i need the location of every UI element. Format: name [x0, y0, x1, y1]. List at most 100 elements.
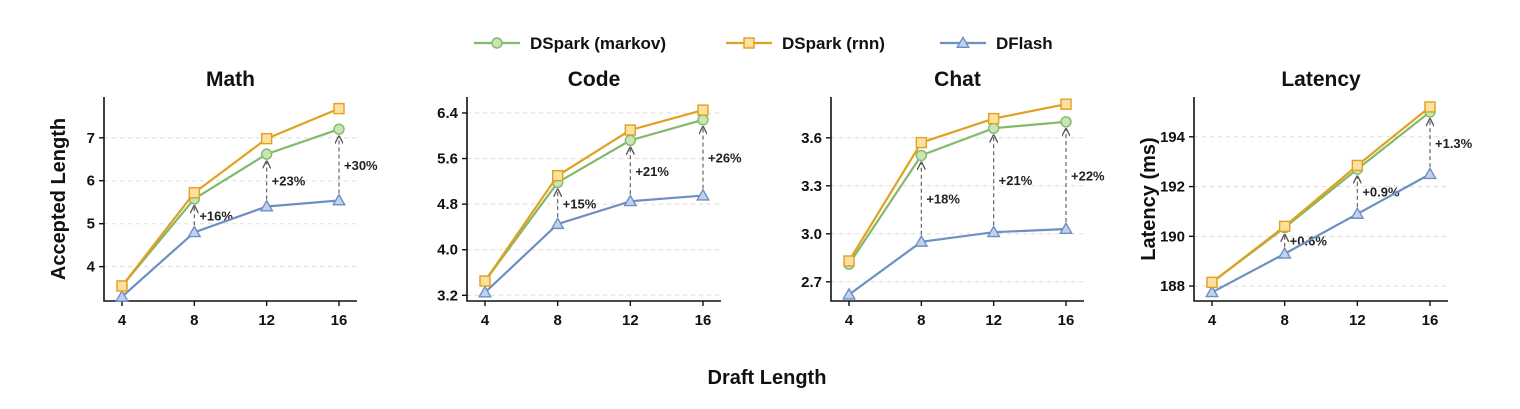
data-point-dflash [696, 188, 710, 201]
series-line-dflash [848, 227, 1067, 296]
data-point-dspark-rnn [1278, 220, 1291, 233]
improvement-label: +0.9% [1362, 185, 1400, 200]
series-line-dflash [484, 194, 704, 294]
improvement-label: +21% [635, 164, 669, 179]
improvement-label: +26% [708, 151, 742, 166]
improvement-label: +30% [344, 158, 378, 173]
data-point-dflash [1277, 246, 1292, 259]
legend-square-marker [743, 37, 755, 49]
y-tick-label: 2.7 [801, 274, 822, 291]
data-point-dspark-markov [1060, 116, 1072, 128]
data-point-dflash [332, 193, 346, 206]
data-point-dspark-rnn [551, 169, 564, 182]
data-point-dflash [1350, 206, 1365, 219]
data-point-dspark-markov [987, 122, 1000, 134]
series-line-dflash [121, 199, 340, 298]
panel-math: Math 4 5 6 7 4 8 12 16 Accepted Length +16% +23% +30… [48, 68, 378, 329]
y-tick-label: 5.6 [437, 151, 458, 168]
panel-code: Code 3.2 4.0 4.8 5.6 6.4 4 8 12 16 +15% +21% +26% [437, 68, 742, 329]
x-tick-label: 4 [481, 312, 490, 329]
x-tick-label: 16 [695, 312, 712, 329]
y-tick-label: 3.2 [437, 287, 458, 304]
series-line-dspark-rnn [121, 107, 340, 287]
data-point-dspark-rnn [915, 136, 928, 149]
y-tick-label: 4.8 [437, 196, 458, 213]
legend-label: DSpark (rnn) [782, 34, 885, 53]
axis-spines [103, 97, 357, 302]
data-point-dspark-markov [915, 149, 928, 162]
y-tick-label: 194 [1160, 129, 1186, 146]
y-tick-label: 4 [87, 259, 96, 276]
axis-spines [1193, 97, 1448, 302]
x-tick-label: 12 [1349, 312, 1366, 329]
y-tick-label: 4.0 [437, 242, 458, 259]
improvement-label: +16% [199, 209, 233, 224]
panel-title: Code [568, 68, 621, 91]
x-tick-label: 12 [985, 312, 1002, 329]
x-tick-label: 4 [845, 312, 854, 329]
data-point-dspark-rnn [1351, 159, 1364, 172]
data-point-dspark-rnn [697, 104, 709, 116]
legend-circle-marker [491, 37, 503, 49]
series-line-dflash [1211, 173, 1431, 294]
x-tick-label: 16 [1058, 312, 1075, 329]
x-tick-label: 4 [118, 312, 127, 329]
data-point-dspark-rnn [987, 112, 1000, 125]
data-point-dflash [187, 225, 202, 238]
y-tick-label: 5 [87, 216, 95, 233]
panel-latency: Latency 188 190 192 194 4 8 12 16 Latency (ms) +0.… [1138, 68, 1473, 329]
x-tick-label: 16 [1422, 312, 1439, 329]
x-tick-label: 8 [190, 312, 198, 329]
y-tick-label: 6 [87, 173, 95, 190]
data-point-dspark-rnn [479, 275, 491, 287]
data-point-dspark-rnn [260, 132, 273, 145]
data-point-dspark-markov [624, 134, 637, 147]
data-point-dflash [478, 285, 492, 298]
x-tick-label: 4 [1208, 312, 1217, 329]
series-line-dspark-markov [848, 120, 1067, 265]
series-line-dspark-rnn [848, 103, 1067, 262]
legend-entry: DSpark (markov) [474, 34, 666, 53]
legend-entry: DSpark (rnn) [726, 34, 885, 53]
series-line-dspark-markov [484, 118, 704, 282]
y-axis-label: Latency (ms) [1138, 137, 1160, 260]
data-point-dflash [550, 216, 565, 230]
series-line-dspark-rnn [1211, 106, 1431, 284]
legend-triangle-marker [956, 35, 970, 49]
panel-chat: Chat 2.7 3.0 3.3 3.6 4 8 12 16 +18% +21% +22% [801, 68, 1105, 329]
panel-title: Math [206, 68, 255, 91]
data-point-dflash [623, 194, 638, 207]
data-point-dspark-markov [697, 114, 709, 126]
figure-x-axis-label: Draft Length [708, 367, 827, 389]
panel-title: Latency [1281, 68, 1361, 91]
y-axis-label: Accepted Length [48, 118, 70, 280]
legend: DSpark (markov) DSpark (rnn) DFlash [474, 34, 1053, 53]
data-point-dflash [259, 199, 274, 212]
data-point-dspark-markov [333, 123, 345, 135]
data-point-dspark-rnn [116, 280, 128, 292]
data-point-dflash [1205, 285, 1219, 298]
y-tick-label: 6.4 [437, 105, 459, 122]
panel-title: Chat [934, 68, 981, 91]
y-tick-label: 3.0 [801, 226, 822, 243]
x-tick-label: 16 [331, 312, 348, 329]
data-point-dflash [986, 225, 1001, 238]
x-tick-label: 12 [622, 312, 639, 329]
data-point-dflash [1423, 166, 1437, 180]
improvement-label: +21% [999, 173, 1033, 188]
legend-label: DSpark (markov) [530, 34, 666, 53]
y-tick-label: 192 [1160, 179, 1185, 196]
y-tick-label: 7 [87, 130, 95, 147]
data-point-dflash [914, 234, 929, 247]
legend-entry: DFlash [940, 34, 1053, 53]
data-point-dspark-rnn [1206, 276, 1218, 289]
improvement-label: +1.3% [1435, 136, 1473, 151]
x-tick-label: 8 [917, 312, 925, 329]
data-point-dflash [115, 289, 129, 302]
y-tick-label: 3.3 [801, 178, 822, 195]
data-point-dspark-rnn [624, 124, 637, 136]
y-tick-label: 188 [1160, 278, 1185, 295]
data-point-dspark-rnn [188, 187, 201, 199]
